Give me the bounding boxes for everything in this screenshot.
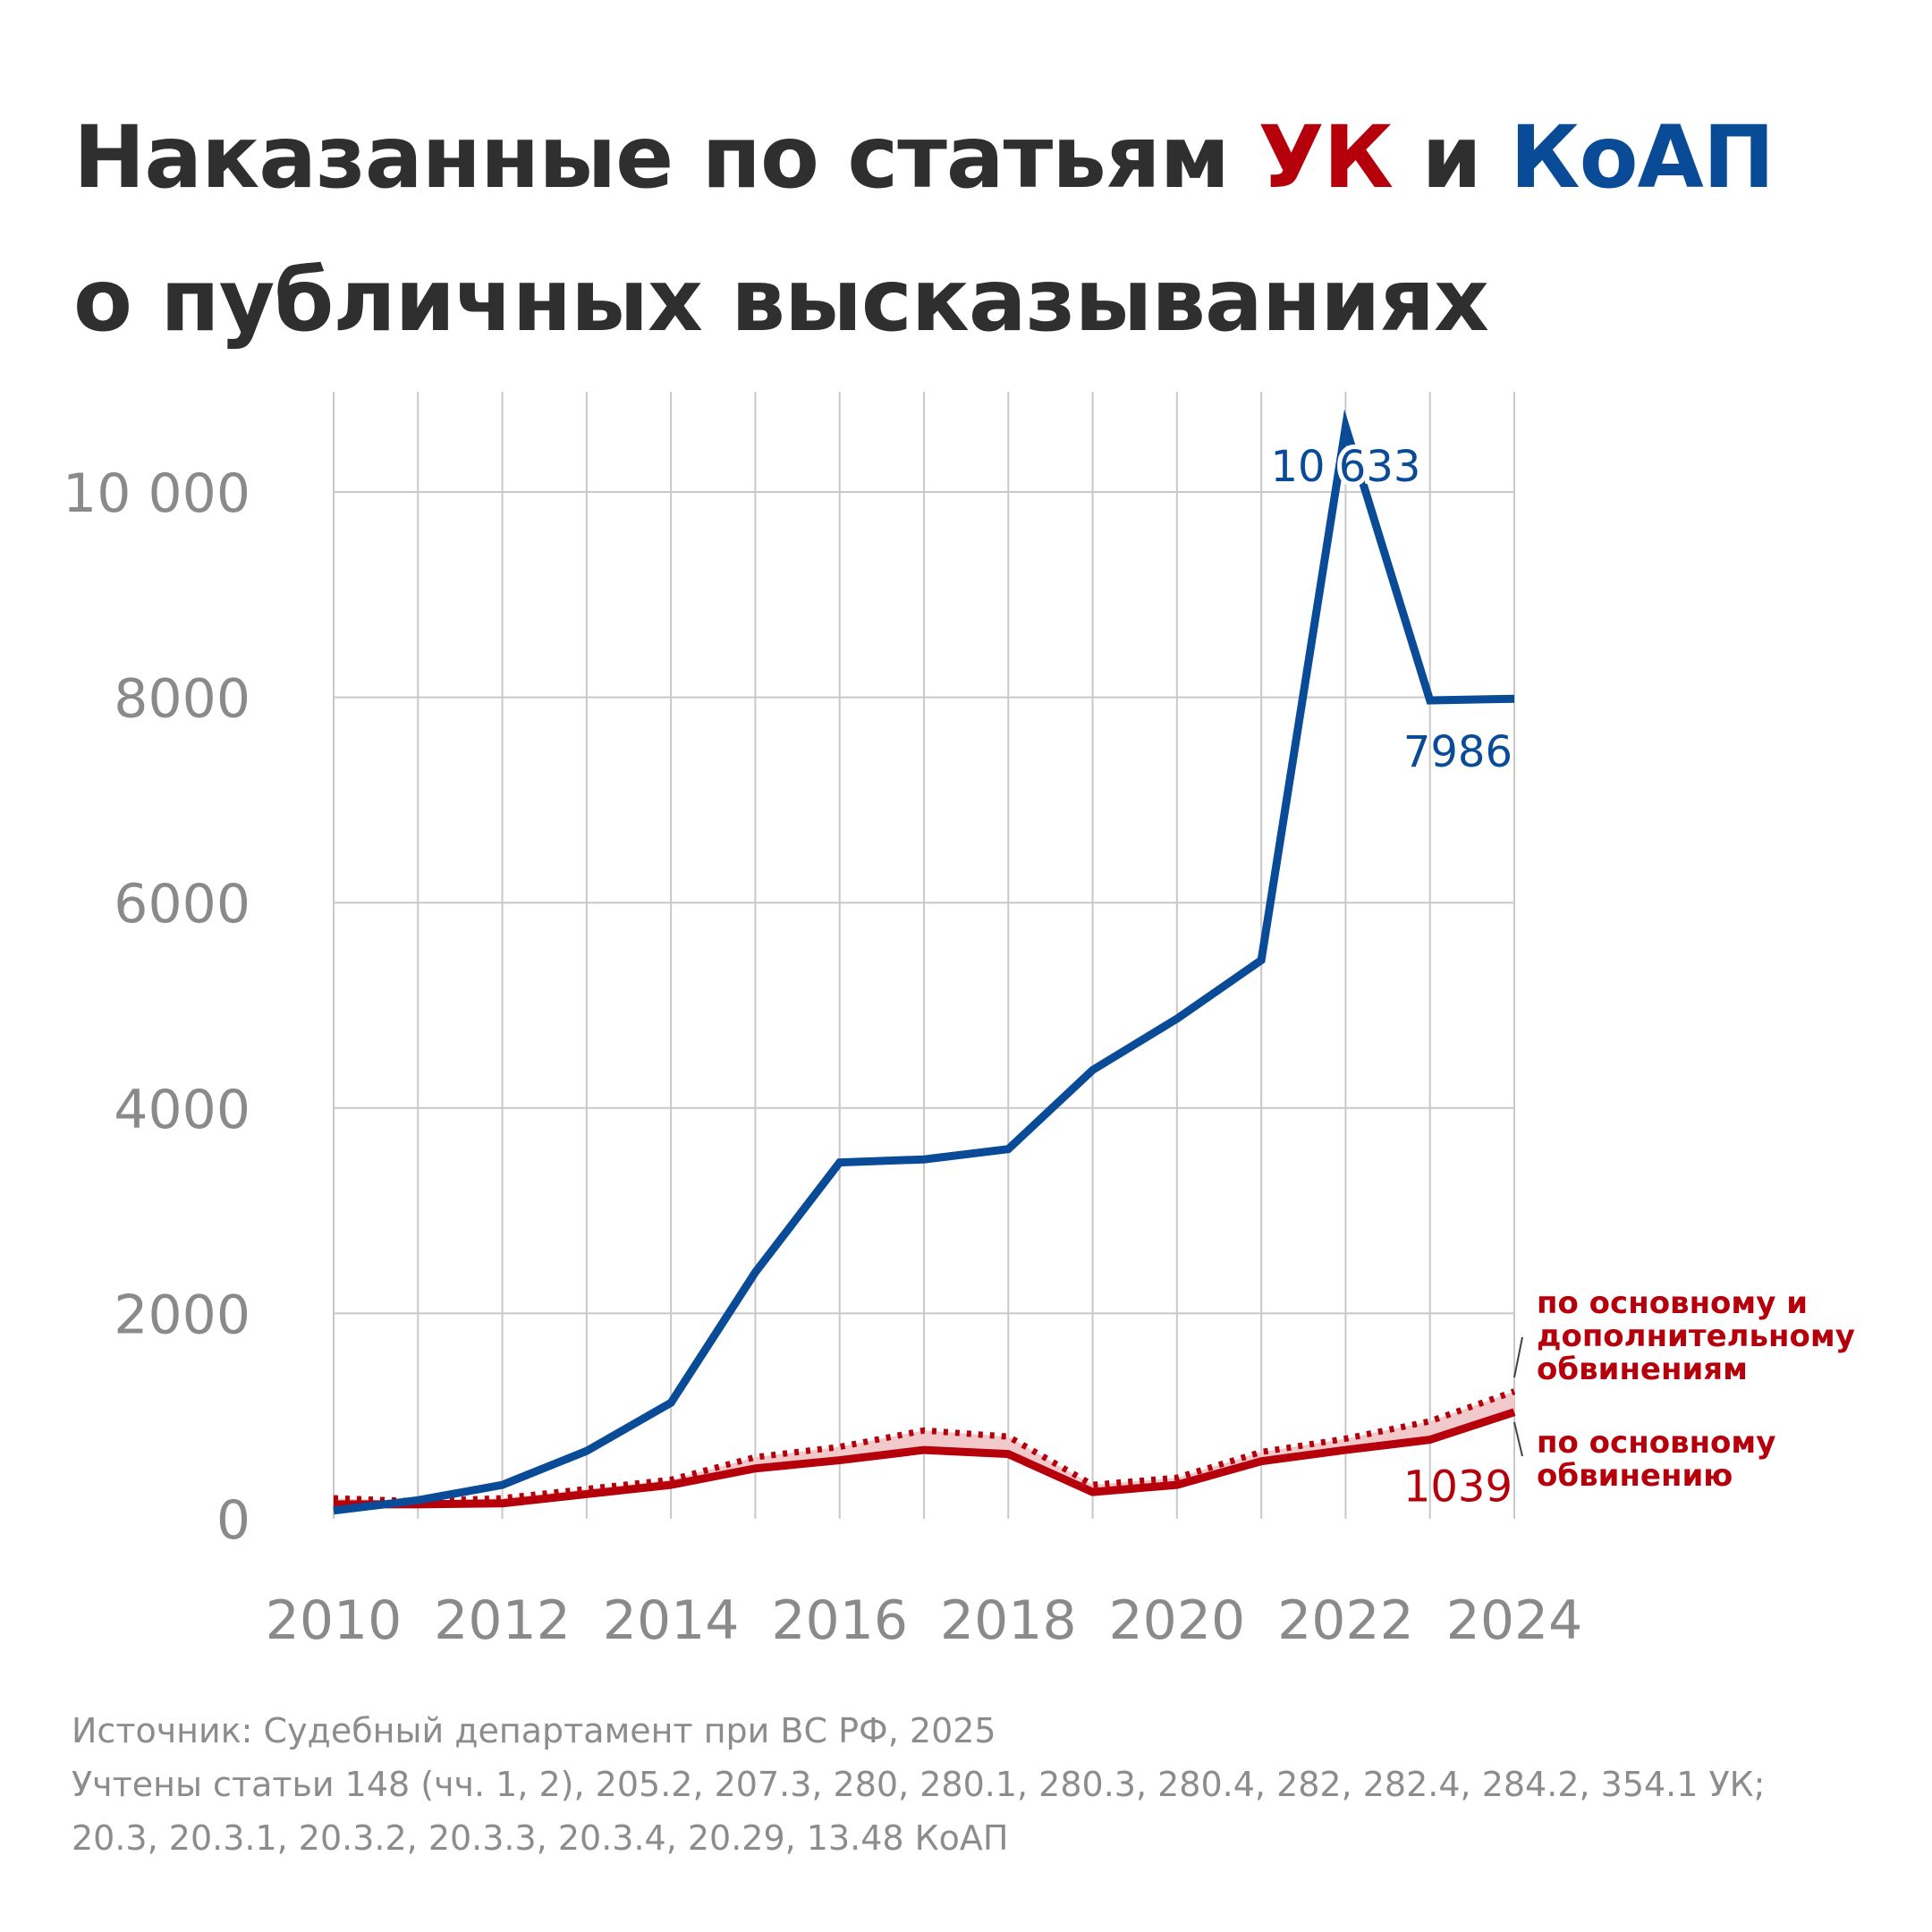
x-tick-label: 2010 — [266, 1589, 402, 1652]
x-tick-label: 2012 — [434, 1589, 571, 1652]
legend-label-uk-main: по основному — [1537, 1425, 1775, 1461]
legend-label-uk-total: по основному и — [1537, 1285, 1808, 1321]
legend-leader-main — [1513, 1421, 1523, 1457]
legend-label-uk-main: обвинению — [1537, 1458, 1733, 1494]
title-line-2: о публичных высказываниях — [73, 250, 1489, 351]
source-line-3: 20.3, 20.3.1, 20.3.2, 20.3.3, 20.3.4, 20… — [72, 1818, 1009, 1858]
y-tick-label: 8000 — [114, 668, 250, 731]
series-line-uk-main — [334, 1408, 1516, 1509]
data-label: 10 633 — [1270, 442, 1420, 492]
x-tick-label: 2024 — [1446, 1589, 1583, 1652]
data-label: 7986 — [1403, 727, 1513, 777]
x-tick-label: 2014 — [603, 1589, 740, 1652]
series — [333, 409, 1516, 1515]
source-note: Источник: Судебный департамент при ВС РФ… — [72, 1704, 1765, 1865]
title-line-1: Наказанные по статьям УК и КоАП — [73, 107, 1775, 208]
y-tick-label: 4000 — [114, 1079, 250, 1141]
y-tick-label: 2000 — [114, 1284, 250, 1346]
chart-title: Наказанные по статьям УК и КоАП о публич… — [73, 86, 1775, 372]
x-tick-label: 2018 — [940, 1589, 1077, 1652]
y-tick-label: 10 000 — [63, 462, 250, 525]
legend-label-uk-total: обвинениям — [1537, 1352, 1748, 1387]
legend-leader-total — [1513, 1336, 1523, 1378]
title-koap: КоАП — [1510, 107, 1775, 208]
series-line-koap — [333, 409, 1515, 1515]
legend-label-uk-total: дополнительному — [1537, 1318, 1855, 1354]
source-line-2: Учтены статьи 148 (чч. 1, 2), 205.2, 207… — [72, 1765, 1766, 1804]
data-label: 1039 — [1403, 1462, 1513, 1513]
y-tick-label: 0 — [216, 1489, 250, 1552]
series-line-uk-total — [333, 1388, 1516, 1504]
y-tick-label: 6000 — [114, 873, 250, 936]
title-uk: УК — [1258, 107, 1394, 208]
annotations: 10 633 7986 1039 — [1266, 437, 1513, 1513]
grid: 0 2000 4000 6000 8000 10 000 2010 2012 2014 2016 2… — [63, 392, 1582, 1652]
source-line-1: Источник: Судебный департамент при ВС РФ… — [72, 1711, 996, 1750]
x-tick-label: 2016 — [771, 1589, 908, 1652]
x-tick-label: 2020 — [1109, 1589, 1246, 1652]
x-tick-label: 2022 — [1277, 1589, 1414, 1652]
